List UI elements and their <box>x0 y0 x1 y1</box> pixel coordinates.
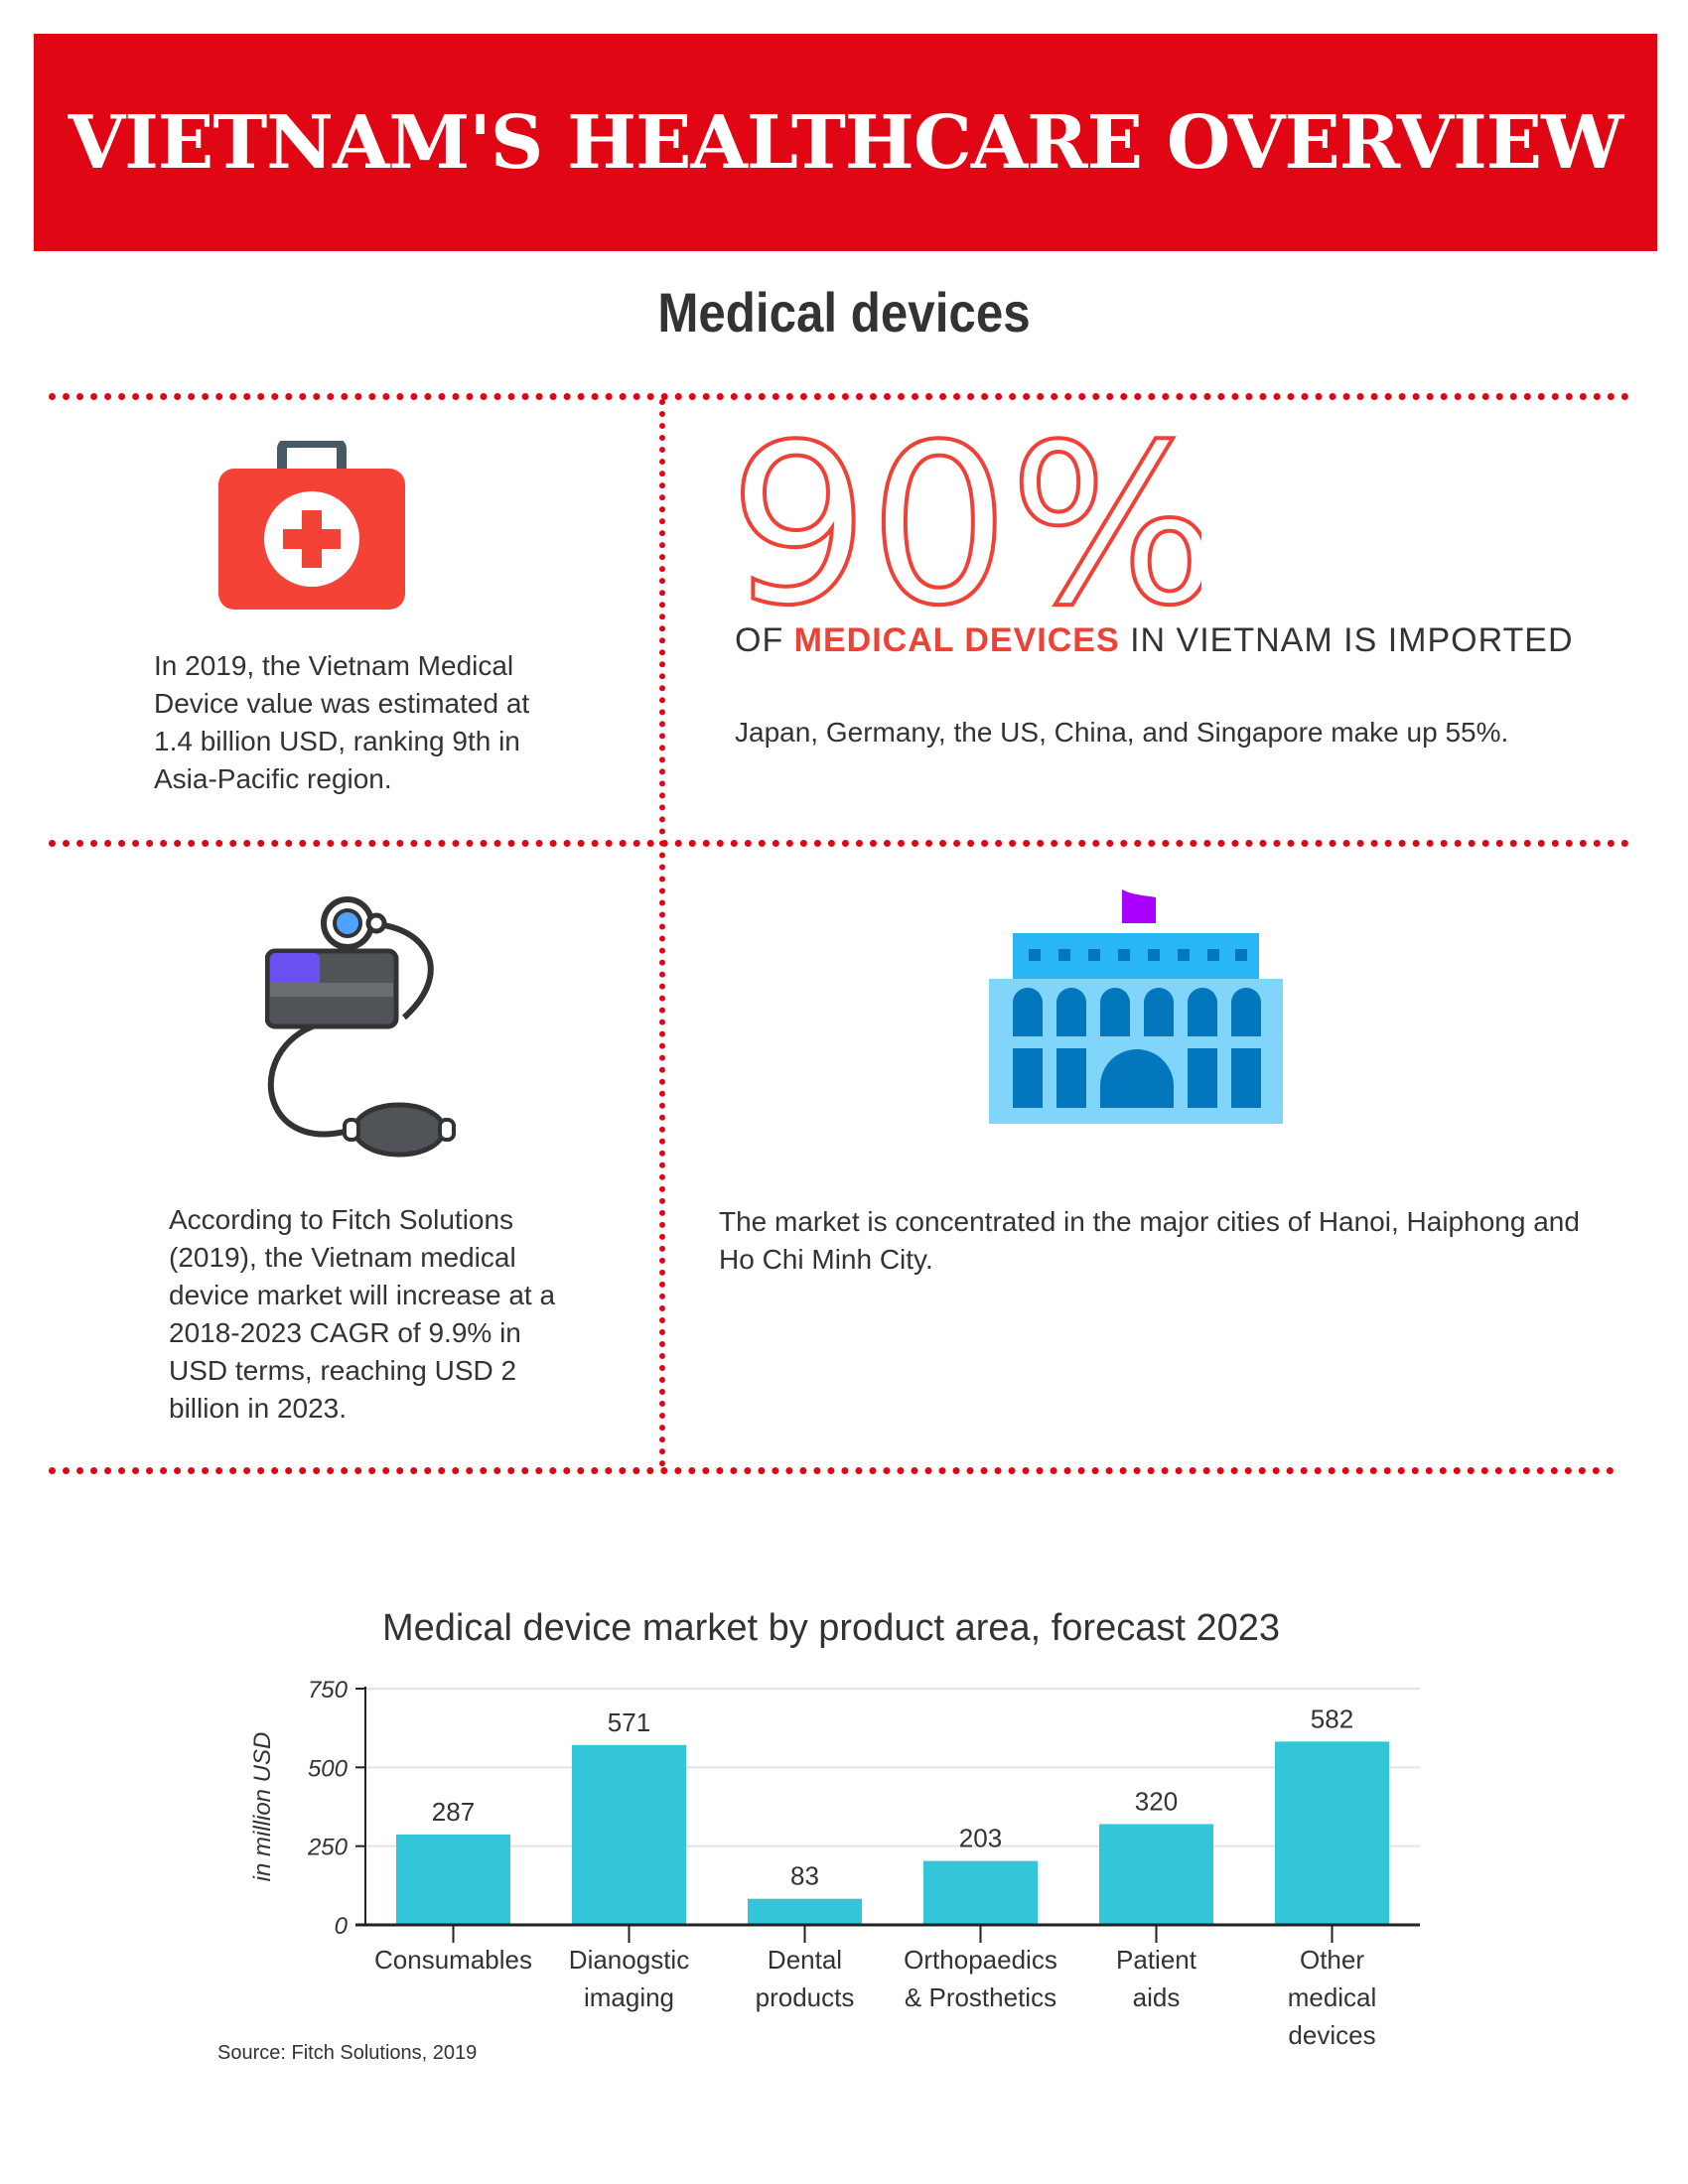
stat-highlight: MEDICAL DEVICES <box>793 621 1120 659</box>
bar <box>1275 1741 1389 1925</box>
growth-forecast-text: According to Fitch Solutions (2019), the… <box>169 1204 556 1424</box>
bar <box>748 1898 862 1925</box>
data-label: 83 <box>790 1861 819 1891</box>
bar <box>923 1860 1038 1925</box>
y-axis-label: in million USD <box>249 1732 276 1882</box>
section-title: Medical devices <box>657 281 1031 343</box>
y-tick-label: 750 <box>308 1677 349 1704</box>
dotted-divider <box>49 840 1629 847</box>
x-tick-label: Consumables <box>374 1945 532 1975</box>
y-tick-label: 250 <box>307 1835 349 1861</box>
big-stat-90-percent: 90% <box>727 427 1201 615</box>
data-label: 320 <box>1135 1786 1178 1816</box>
x-tick-label: Dianogstic <box>569 1945 689 1975</box>
stat-prefix: OF <box>735 621 784 659</box>
x-tick-label: imaging <box>584 1982 674 2012</box>
x-tick-label: aids <box>1133 1982 1181 2012</box>
import-origin-text: Japan, Germany, the US, China, and Singa… <box>735 717 1509 748</box>
dotted-divider-vertical <box>659 399 665 1467</box>
page-title: VIETNAM'S HEALTHCARE OVERVIEW <box>68 99 1623 186</box>
x-tick-label: products <box>756 1982 855 2012</box>
product-area-bar-chart: Medical device market by product area, f… <box>217 1607 1420 2064</box>
title-banner: VIETNAM'S HEALTHCARE OVERVIEW <box>34 34 1657 251</box>
imported-statement: OF MEDICAL DEVICES IN VIETNAM IS IMPORTE… <box>735 621 1574 660</box>
chart-title: Medical device market by product area, f… <box>382 1607 1280 1649</box>
chart-source: Source: Fitch Solutions, 2019 <box>217 2042 477 2064</box>
market-value-text: In 2019, the Vietnam Medical Device valu… <box>154 650 530 794</box>
bar <box>396 1834 510 1925</box>
data-label: 287 <box>432 1797 475 1827</box>
medical-kit-icon <box>218 441 405 610</box>
x-tick-label: Other <box>1300 1945 1364 1975</box>
x-tick-label: Orthopaedics <box>904 1945 1057 1975</box>
data-label: 203 <box>959 1824 1002 1853</box>
x-tick-label: & Prosthetics <box>905 1982 1056 2012</box>
market-concentration-text: The market is concentrated in the major … <box>719 1206 1580 1275</box>
bar <box>1099 1824 1213 1925</box>
x-tick-label: medical <box>1288 1982 1377 2012</box>
big-stat-text: 90% <box>729 427 1201 615</box>
x-tick-label: Dental <box>768 1945 842 1975</box>
y-tick-label: 0 <box>335 1913 349 1940</box>
data-label: 582 <box>1311 1704 1353 1733</box>
stat-suffix: IN VIETNAM IS IMPORTED <box>1130 621 1574 659</box>
x-tick-label: Patient <box>1116 1945 1197 1975</box>
x-tick-label: devices <box>1288 2020 1375 2050</box>
data-label: 571 <box>608 1707 650 1737</box>
bar <box>572 1744 686 1925</box>
y-tick-label: 500 <box>308 1755 349 1782</box>
blood-pressure-monitor-icon <box>265 896 456 1158</box>
dotted-divider <box>49 393 1629 400</box>
dotted-divider <box>49 1467 1615 1474</box>
city-building-icon <box>989 889 1283 1124</box>
